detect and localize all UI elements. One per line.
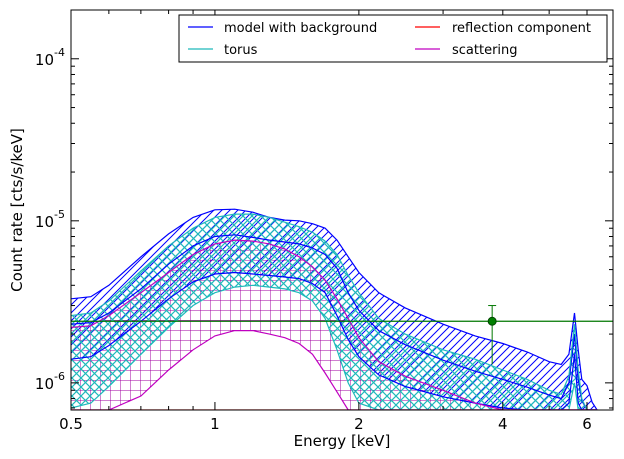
legend: model with background reflection compone… (178, 14, 608, 63)
x-tick-label: 2 (354, 415, 364, 433)
x-tick-label: 1 (210, 415, 220, 433)
y-tick-label: 10 (35, 51, 54, 69)
chart-lines (71, 208, 598, 410)
series-scattering-lower-line (71, 330, 598, 410)
data-point-layer (71, 305, 613, 365)
axes: 0.5 1 2 4 610-610-510-4 (35, 9, 613, 433)
legend-label-torus: torus (224, 43, 258, 58)
series-model-upper-line (71, 208, 598, 410)
legend-label-scattering: scattering (452, 43, 518, 58)
series-torus-lower-line (71, 284, 598, 410)
series-scattering-upper-line (71, 239, 598, 410)
y-tick-label: 10 (35, 213, 54, 231)
x-axis-label: Energy [keV] (294, 432, 391, 450)
legend-box (178, 14, 608, 63)
series-torus-upper-line (71, 213, 598, 410)
y-tick-exponent: -4 (54, 46, 65, 59)
series-model-lower-line (71, 271, 598, 410)
x-tick-label: 0.5 (59, 415, 83, 433)
y-tick-exponent: -6 (54, 370, 65, 383)
y-tick-label: 10 (35, 375, 54, 393)
data-point-marker (487, 316, 497, 326)
y-axis-label: Count rate [cts/s/keV] (8, 128, 26, 292)
x-tick-label: 4 (498, 415, 508, 433)
plot-frame (70, 9, 614, 411)
x-tick-label: 6 (582, 415, 592, 433)
band-torus (71, 214, 598, 410)
series-model-middle-line (71, 234, 598, 410)
legend-label-model: model with background (224, 21, 377, 36)
legend-label-reflection: reflection component (452, 21, 591, 36)
y-tick-exponent: -5 (54, 208, 65, 221)
